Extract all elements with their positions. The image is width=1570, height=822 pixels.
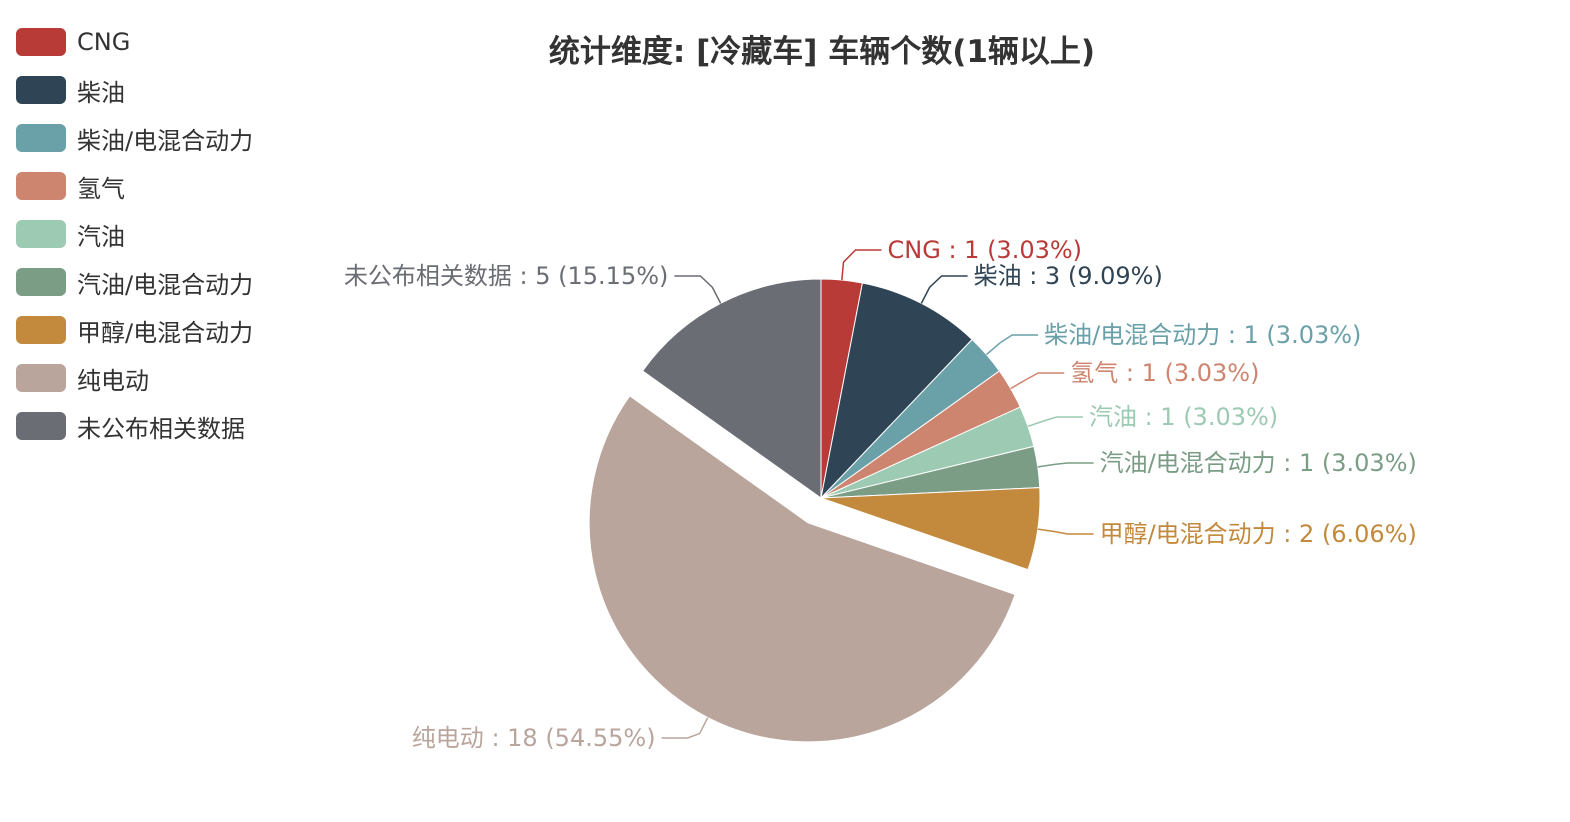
legend-label: 汽油 xyxy=(77,222,125,251)
label-leader-line xyxy=(920,275,968,304)
legend-label: CNG xyxy=(77,28,131,56)
legend-label: 汽油/电混合动力 xyxy=(77,270,254,299)
legend-item[interactable]: CNG xyxy=(16,24,253,60)
legend-item[interactable]: 汽油/电混合动力 xyxy=(16,264,253,300)
label-leader-line xyxy=(661,717,709,739)
pie-slice[interactable] xyxy=(641,278,822,499)
legend-item[interactable]: 未公布相关数据 xyxy=(16,408,253,444)
legend-label: 柴油/电混合动力 xyxy=(77,126,254,155)
legend-item[interactable]: 柴油 xyxy=(16,72,253,108)
legend-label: 柴油 xyxy=(77,78,125,107)
legend-swatch xyxy=(16,412,66,440)
legend-item[interactable]: 甲醇/电混合动力 xyxy=(16,312,253,348)
legend-label: 纯电动 xyxy=(77,366,149,395)
slice-label: 柴油 : 3 (9.09%) xyxy=(974,262,1163,290)
slice-label: 甲醇/电混合动力 : 2 (6.06%) xyxy=(1100,520,1417,548)
legend-swatch xyxy=(16,28,66,56)
legend-label: 甲醇/电混合动力 xyxy=(77,318,254,347)
chart-legend: CNG 柴油柴油/电混合动力 氢气汽油汽油/电混合动力 甲醇/电混合动力 纯电动未公布相… xyxy=(16,24,253,456)
slice-label: 汽油/电混合动力 : 1 (3.03%) xyxy=(1100,449,1417,477)
legend-swatch xyxy=(16,316,66,344)
pie-slice[interactable] xyxy=(820,487,1041,571)
legend-label: 未公布相关数据 xyxy=(77,414,245,443)
chart-title: 统计维度: [冷藏车] 车辆个数(1辆以上) xyxy=(548,34,1096,70)
legend-swatch xyxy=(16,172,66,200)
legend-item[interactable]: 氢气 xyxy=(16,168,253,204)
pie-slice[interactable] xyxy=(588,395,1016,743)
legend-swatch xyxy=(16,124,66,152)
slice-label: 汽油 : 1 (3.03%) xyxy=(1089,403,1278,431)
label-leader-line xyxy=(1027,416,1083,428)
legend-label: 氢气 xyxy=(77,174,125,203)
slice-label: 未公布相关数据 : 5 (15.15%) xyxy=(344,262,668,290)
legend-item[interactable]: 汽油 xyxy=(16,216,253,252)
legend-item[interactable]: 纯电动 xyxy=(16,360,253,396)
label-leader-line xyxy=(674,275,722,304)
legend-swatch xyxy=(16,364,66,392)
legend-swatch xyxy=(16,76,66,104)
legend-item[interactable]: 柴油/电混合动力 xyxy=(16,120,253,156)
pie-slice[interactable] xyxy=(820,282,973,500)
slice-label: 氢气 : 1 (3.03%) xyxy=(1070,359,1259,387)
slice-label: 纯电动 : 18 (54.55%) xyxy=(412,724,656,752)
slice-label: 柴油/电混合动力 : 1 (3.03%) xyxy=(1044,321,1361,349)
legend-swatch xyxy=(16,220,66,248)
slice-label: CNG : 1 (3.03%) xyxy=(888,236,1083,264)
label-leader-line xyxy=(986,334,1039,356)
label-leader-line xyxy=(1010,372,1065,390)
label-leader-line xyxy=(1037,528,1094,535)
label-leader-line xyxy=(841,249,882,281)
legend-swatch xyxy=(16,268,66,296)
label-leader-line xyxy=(1037,462,1094,468)
